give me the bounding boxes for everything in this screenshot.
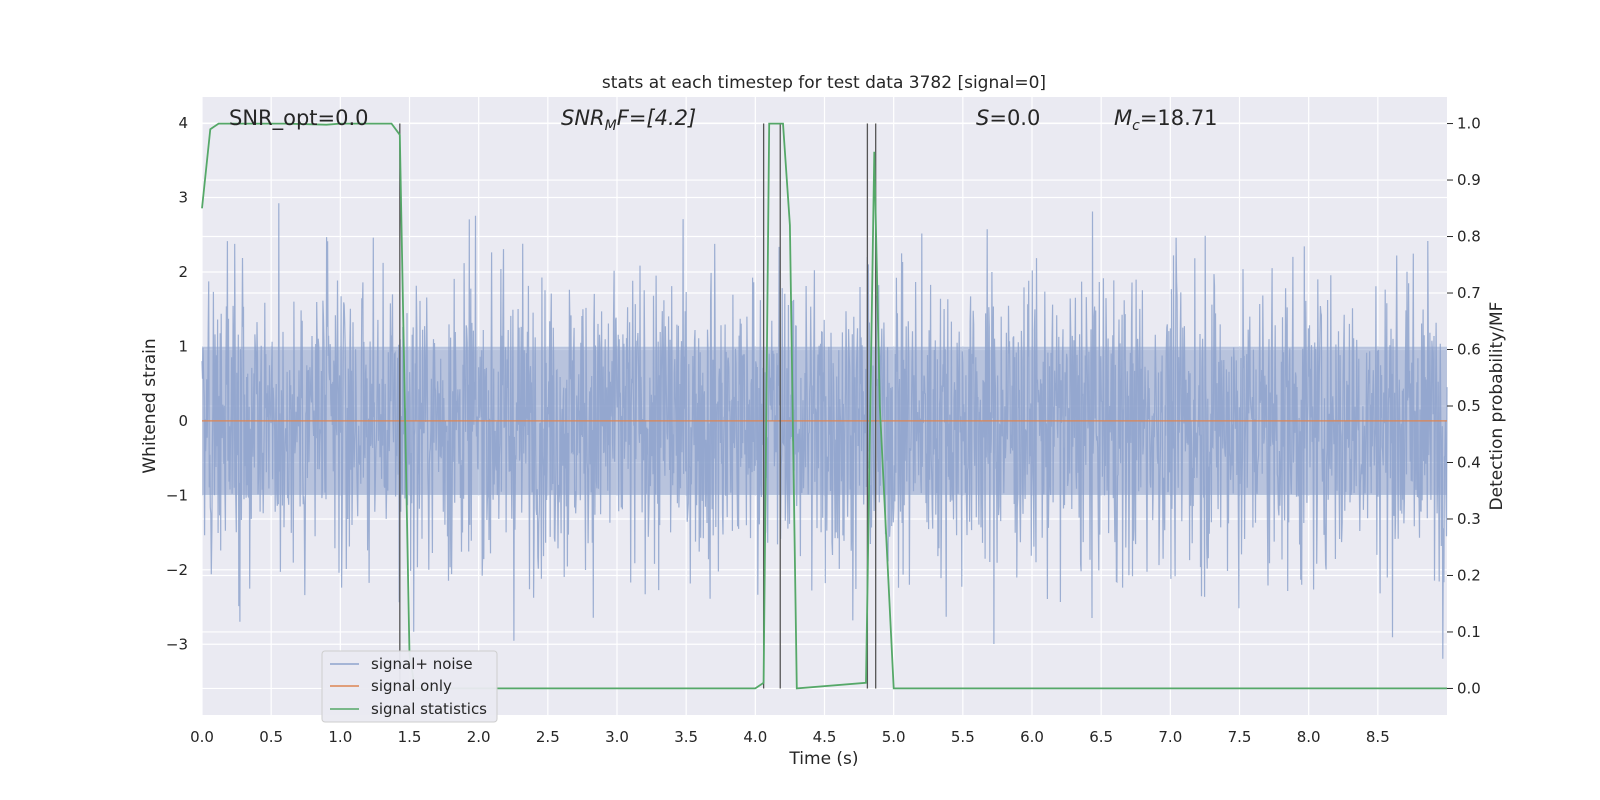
x-axis-label: Time (s): [788, 749, 858, 769]
y-tick-label: 4: [178, 114, 188, 132]
x-tick-label: 2.0: [467, 728, 491, 746]
chart-title: stats at each timestep for test data 378…: [602, 73, 1046, 93]
y2-tick-label: 0.3: [1457, 510, 1481, 528]
x-tick-label: 0.0: [190, 728, 214, 746]
y-tick-label: 2: [178, 263, 188, 281]
y-tick-label: 1: [178, 337, 188, 355]
x-tick-label: 5.0: [882, 728, 906, 746]
y2-tick-label: 0.4: [1457, 453, 1481, 471]
y2-tick-label: 0.5: [1457, 397, 1481, 415]
y-axis-label: Whitened strain: [140, 338, 160, 473]
x-tick-label: 3.5: [674, 728, 698, 746]
legend-label-signal-only: signal only: [371, 677, 452, 695]
x-tick-label: 4.0: [743, 728, 767, 746]
x-tick-label: 1.5: [398, 728, 422, 746]
y2-tick-label: 0.1: [1457, 623, 1481, 641]
legend-label-noise: signal+ noise: [371, 655, 473, 673]
x-axis-ticks: 0.0 0.5 1.0 1.5 2.0 2.5 3.0 3.5 4.0 4.5 5.0 5.5 6.0 6…: [190, 728, 1390, 746]
legend: signal+ noise signal only signal statist…: [321, 650, 498, 723]
legend-box: [321, 650, 498, 723]
y2-tick-label: 0.0: [1457, 679, 1481, 697]
x-tick-label: 8.5: [1366, 728, 1390, 746]
x-tick-label: 6.0: [1020, 728, 1044, 746]
y2-axis-label: Detection probability/MF: [1487, 302, 1507, 511]
x-tick-label: 7.0: [1158, 728, 1182, 746]
x-tick-label: 5.5: [951, 728, 975, 746]
statistics-line: [201, 122, 1447, 690]
y2-tick-label: 0.6: [1457, 341, 1481, 359]
y-tick-label: −2: [166, 561, 188, 579]
x-tick-label: 2.5: [536, 728, 560, 746]
s-annotation: S=0.0: [976, 106, 1040, 130]
x-tick-label: 6.5: [1089, 728, 1113, 746]
x-tick-label: 7.5: [1228, 728, 1252, 746]
y2-tick-label: 0.7: [1457, 284, 1481, 302]
y-tick-label: −1: [166, 486, 188, 504]
legend-label-statistics: signal statistics: [371, 700, 487, 718]
snr-opt-annotation: SNR_opt=0.0: [229, 106, 369, 131]
y-tick-label: 0: [178, 412, 188, 430]
y-axis-ticks: 4 3 2 1 0 −1 −2 −3: [166, 114, 188, 653]
x-tick-label: 0.5: [259, 728, 283, 746]
y-tick-label: −3: [166, 635, 188, 653]
y2-tick-label: 0.9: [1457, 171, 1481, 189]
x-tick-label: 1.0: [328, 728, 352, 746]
x-tick-label: 8.0: [1297, 728, 1321, 746]
mc-annotation: Mc=18.71: [1114, 106, 1218, 134]
x-tick-label: 3.0: [605, 728, 629, 746]
y2-tick-label: 1.0: [1457, 115, 1481, 133]
y2-tick-label: 0.8: [1457, 228, 1481, 246]
signal-statistics-series: [201, 122, 1447, 690]
snr-mf-annotation: SNRMF=[4.2]: [561, 106, 696, 134]
y-tick-label: 3: [178, 189, 188, 207]
y2-tick-label: 0.2: [1457, 566, 1481, 584]
y2-axis-ticks: 1.0 0.9 0.8 0.7 0.6 0.5 0.4 0.3 0.2 0.1 0.0: [1447, 115, 1481, 697]
x-tick-label: 4.5: [813, 728, 837, 746]
